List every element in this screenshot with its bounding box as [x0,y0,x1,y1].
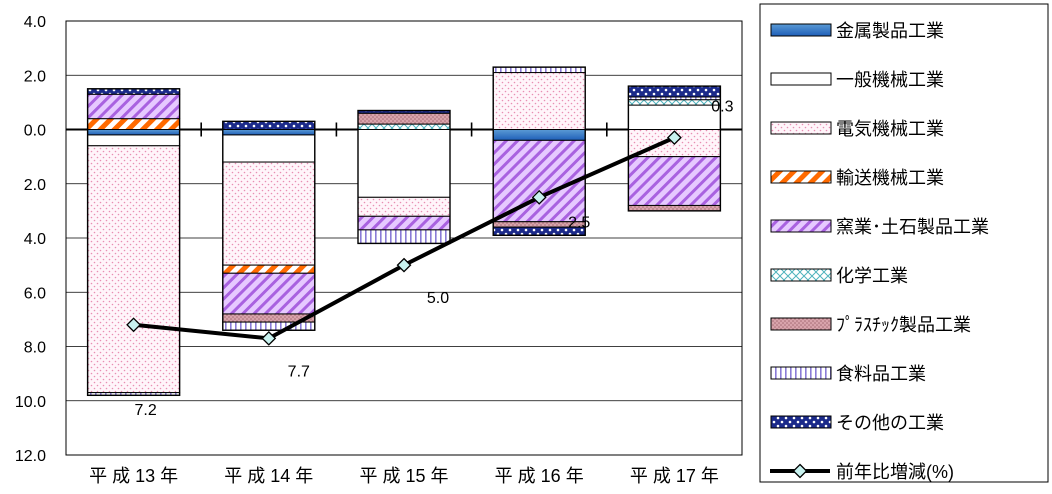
legend-label: 窯業･土石製品工業 [836,217,989,237]
y-tick-label: 4.0 [24,14,46,31]
line-data-label: 7.7 [288,363,310,380]
y-tick-label: 0.0 [24,123,46,140]
bar-segment-food [357,229,451,244]
legend-swatch-electrical [770,121,832,135]
bar-segment-metal [87,129,181,136]
bar-segment-general_machine [222,134,316,163]
category-label: 平 成 15 年 [359,466,448,486]
bar-segment-transport [87,118,181,131]
bar-segment-chemical [357,123,451,130]
legend-swatch-other [770,415,832,429]
category-label: 平 成 17 年 [630,466,719,486]
line-data-label: 0.3 [711,99,733,116]
legend-swatch-metal [770,23,832,37]
y-tick-label: 8.0 [24,340,46,357]
bar-segment-electrical [222,161,316,266]
category-label: 平 成 16 年 [495,466,584,486]
bar-segment-ceramics [87,93,181,120]
bar-segment-plastic [357,112,451,125]
legend-line-marker [792,463,808,479]
bar-segment-ceramics [492,139,586,223]
legend-label: 一般機械工業 [836,70,944,90]
legend-swatch-general_machine [770,72,832,86]
line-marker [396,257,412,273]
line-marker [126,317,142,333]
legend-label: 食料品工業 [836,364,926,384]
y-tick-label: 10.0 [15,394,46,411]
bar-segment-general_machine [87,134,181,147]
bar-segment-electrical [357,196,451,217]
bar-segment-other [222,120,316,131]
legend-label: その他の工業 [836,413,944,433]
legend-label: 金属製品工業 [836,21,944,41]
bar-segment-food [222,321,316,331]
bar-segment-metal [222,129,316,136]
bar-segment-general_machine [357,129,451,198]
bar-segment-chemical [627,99,721,106]
legend-swatch-plastic [770,317,832,331]
y-tick-label: 2.0 [24,177,46,194]
legend-swatch-food [770,366,832,380]
bar-segment-plastic [627,204,721,212]
y-tick-label: 12.0 [15,448,46,465]
bar-segment-other [87,88,181,95]
legend-label: 前年比増減(%) [836,462,954,482]
bar-outline [357,109,451,245]
bar-segment-ceramics [357,215,451,231]
line-data-label: 2.5 [568,214,590,231]
legend-swatch-ceramics [770,219,832,233]
bar-segment-metal [492,129,586,141]
category-label: 平 成 14 年 [224,466,313,486]
legend-label: 電気機械工業 [836,119,944,139]
legend-label: 輸送機械工業 [836,168,944,188]
y-tick-label: 2.0 [24,68,46,85]
bar-segment-ceramics [627,156,721,206]
line-data-label: 7.2 [134,402,156,419]
bar-segment-electrical [87,145,181,394]
bar-outline [222,120,316,331]
legend-label: ﾌﾟﾗｽﾁｯｸ製品工業 [836,315,971,335]
bar-outline [492,66,586,236]
bar-segment-ceramics [222,272,316,315]
line-marker [531,189,547,205]
bar-outline [86,88,181,397]
plot-area: 4.0 2.0 0.0 2.0 4.0 6.0 8.0 10.0 12.0 平 成 13 年 平 成… [15,14,743,486]
bar-segment-general_machine [627,104,721,131]
legend-swatch-chemical [770,268,832,282]
bar-segment-other [627,85,721,98]
category-label: 平 成 13 年 [89,466,178,486]
legend-swatch-transport [770,170,832,184]
bar-segment-food [492,66,586,74]
bar-outline [627,85,722,212]
bar-segment-transport [222,264,316,274]
line-marker [666,130,682,146]
bar-segment-electrical [492,72,586,130]
line-marker [261,330,277,346]
y-tick-label: 6.0 [24,285,46,302]
line-data-label: 5.0 [427,290,449,307]
legend-label: 化学工業 [836,266,908,286]
y-tick-label: 4.0 [24,231,46,248]
